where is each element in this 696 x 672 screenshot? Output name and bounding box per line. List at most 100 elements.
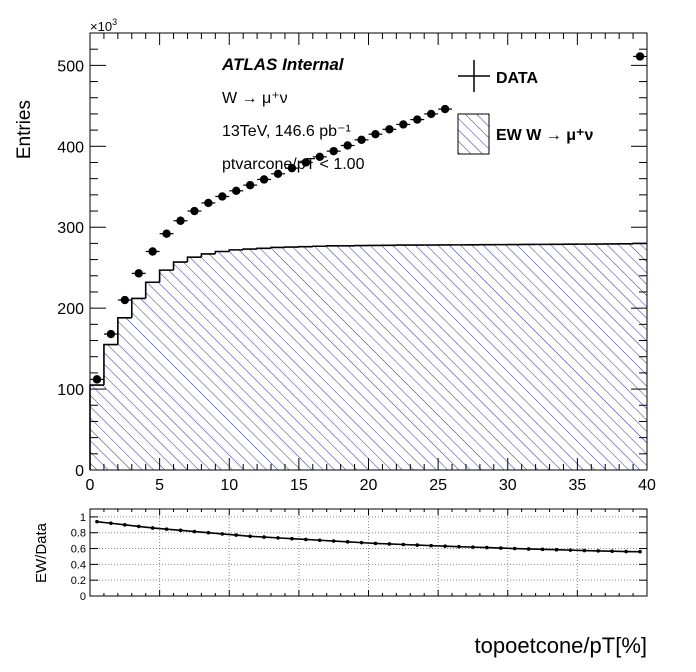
data-point <box>201 198 216 208</box>
ratio-y-tick: 0.2 <box>71 575 647 587</box>
data-point <box>187 206 202 216</box>
data-point <box>117 295 132 305</box>
ratio-point <box>123 523 127 527</box>
svg-text:20: 20 <box>360 477 378 494</box>
mc-bin <box>256 247 272 250</box>
svg-text:15: 15 <box>290 477 308 494</box>
ratio-point <box>429 543 433 548</box>
x-tick: 40 <box>638 33 656 494</box>
ratio-point <box>234 533 239 537</box>
x-tick: 10 <box>220 33 238 494</box>
ratio-point <box>624 549 628 554</box>
data-point <box>438 104 453 114</box>
data-point <box>131 269 146 278</box>
svg-text:35: 35 <box>568 477 586 494</box>
y-tick: 400 <box>57 139 647 156</box>
data-point <box>173 216 188 225</box>
ratio-point <box>150 526 155 530</box>
ratio-point <box>317 538 322 543</box>
ratio-y-tick: 0.8 <box>71 528 647 540</box>
x-tick: 35 <box>568 33 586 494</box>
ratio-y-axis-label: EW/Data <box>33 522 50 583</box>
mc-bin <box>186 256 202 263</box>
ratio-point <box>164 527 169 531</box>
data-point <box>312 152 327 162</box>
ratio-points <box>95 519 642 554</box>
ratio-point <box>498 546 503 550</box>
data-point <box>424 109 439 119</box>
ratio-point <box>109 521 113 526</box>
svg-text:500: 500 <box>57 58 84 75</box>
ratio-point <box>95 519 99 524</box>
data-point <box>145 247 160 256</box>
ratio-y-tick: 0.6 <box>71 544 647 556</box>
mc-bin <box>200 253 216 258</box>
ratio-point <box>401 542 406 547</box>
cut-label: ptvarcone/pT < 1.00 <box>222 156 365 173</box>
ratio-point <box>136 524 141 529</box>
mc-bin <box>144 281 160 299</box>
data-point <box>103 329 118 339</box>
ratio-point <box>415 543 420 547</box>
mc-bin <box>117 317 132 345</box>
svg-text:30: 30 <box>499 477 517 494</box>
ratio-point <box>359 540 364 545</box>
x-tick: 25 <box>429 33 447 494</box>
svg-text:0.2: 0.2 <box>71 575 86 587</box>
mc-bin <box>103 343 118 386</box>
ratio-x-axis <box>103 509 634 596</box>
svg-text:200: 200 <box>57 301 84 318</box>
svg-text:1: 1 <box>80 512 86 524</box>
ratio-point <box>443 544 447 548</box>
data-point <box>410 115 425 124</box>
svg-text:5: 5 <box>155 477 164 494</box>
ratio-point <box>248 534 252 539</box>
ratio-y-tick: 0.4 <box>71 559 647 571</box>
ratio-point <box>262 535 266 539</box>
ratio-point <box>610 549 614 554</box>
ratio-point <box>554 547 559 552</box>
atlas-label: ATLAS Internal <box>221 55 345 74</box>
ratio-point <box>373 541 378 546</box>
ratio-plot-area <box>90 509 647 596</box>
ratio-point <box>387 542 392 546</box>
ratio-point <box>582 548 587 553</box>
data-points <box>90 52 647 384</box>
ratio-y-axis: 0 0.2 0.4 0.6 0.8 1 <box>71 512 647 603</box>
data-point <box>229 186 244 196</box>
mc-bin <box>270 246 285 249</box>
data-point <box>633 52 647 61</box>
ratio-point <box>178 528 183 533</box>
ratio-point <box>220 532 225 536</box>
x-tick: 15 <box>290 33 308 494</box>
y-tick: 0 <box>75 463 647 480</box>
ratio-point <box>457 544 461 549</box>
ratio-point <box>471 545 475 549</box>
x-tick: 0 <box>86 33 95 494</box>
data-point <box>382 125 397 134</box>
data-point <box>298 158 313 167</box>
ratio-point <box>540 547 545 552</box>
ratio-point <box>331 539 336 543</box>
svg-text:25: 25 <box>429 477 447 494</box>
svg-text:0: 0 <box>80 591 86 603</box>
ratio-point <box>512 546 517 551</box>
data-point <box>368 129 383 139</box>
ratio-y-tick: 1 <box>80 512 647 524</box>
mc-bin <box>158 269 174 283</box>
mc-bin <box>214 250 230 254</box>
svg-text:100: 100 <box>57 382 84 399</box>
x-tick: 5 <box>155 33 164 494</box>
main-x-axis: 0 5 10 15 20 25 30 35 40 <box>86 33 656 494</box>
legend-mc-swatch <box>457 113 490 155</box>
data-point <box>396 120 411 129</box>
ratio-point <box>345 540 350 544</box>
legend-mc-label: EW W → μ⁺ν <box>496 127 593 144</box>
data-point <box>340 141 355 150</box>
data-point <box>243 180 258 190</box>
ratio-grid <box>90 509 647 596</box>
svg-text:40: 40 <box>638 477 656 494</box>
ratio-point <box>304 537 308 542</box>
mc-bin <box>242 248 258 250</box>
